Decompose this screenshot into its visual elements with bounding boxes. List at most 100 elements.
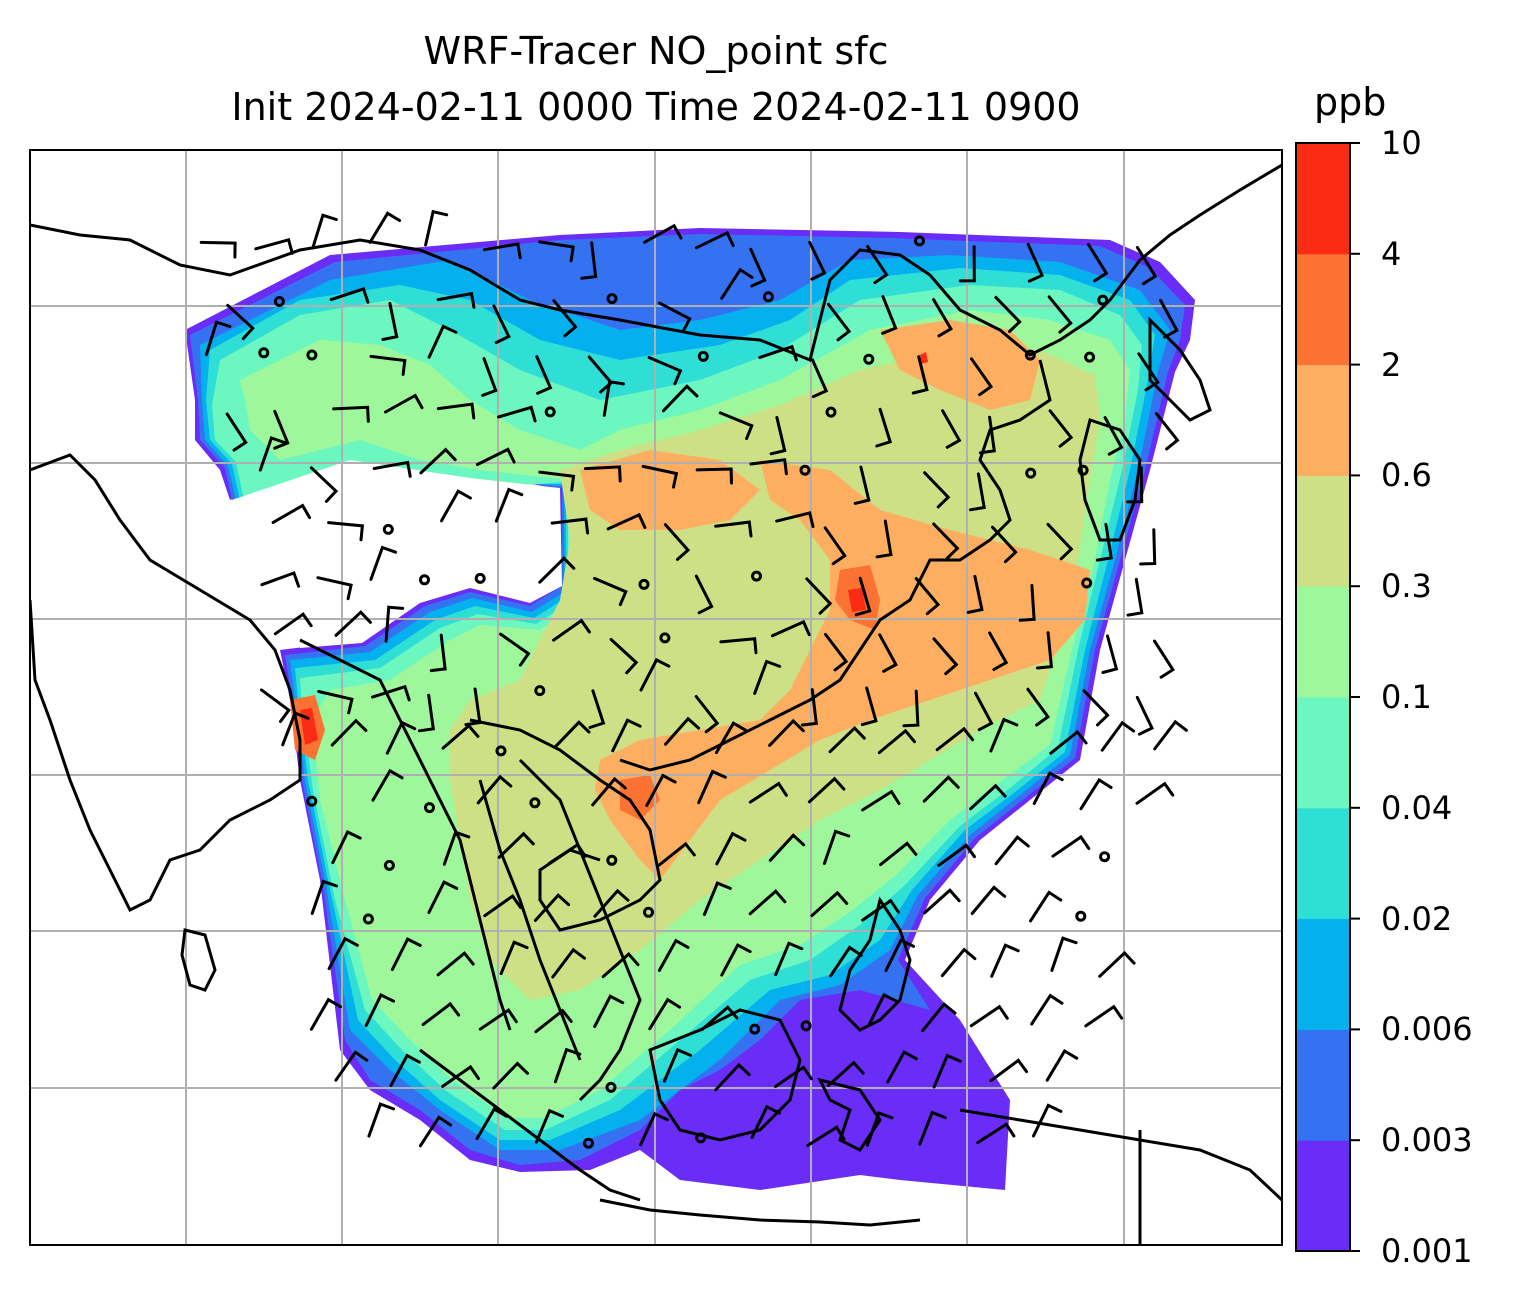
wind-barb xyxy=(720,943,752,977)
wind-barb xyxy=(695,467,733,485)
wind-barb xyxy=(1153,719,1188,751)
wind-barb xyxy=(606,512,647,531)
calm-wind-marker xyxy=(495,745,507,757)
colorbar-band xyxy=(1296,1140,1350,1252)
wind-barb xyxy=(884,938,916,973)
wind-barb xyxy=(753,659,782,695)
wind-barb xyxy=(808,240,827,281)
wind-barb xyxy=(611,718,642,753)
wind-barb xyxy=(974,691,994,732)
wind-barb xyxy=(828,725,866,754)
wind-barb xyxy=(588,689,606,729)
wind-barb xyxy=(260,688,291,723)
coastline-china-north xyxy=(30,163,1282,363)
wind-barb xyxy=(1135,695,1154,736)
wind-barb xyxy=(1018,584,1036,622)
wind-barb xyxy=(381,301,399,341)
wind-barb xyxy=(332,405,370,423)
wind-barb xyxy=(749,458,788,476)
wind-barb xyxy=(774,941,804,977)
calm-wind-marker xyxy=(605,1081,617,1093)
wind-barb xyxy=(989,717,1019,753)
wind-barb xyxy=(389,1053,421,1087)
wind-barb xyxy=(1032,1103,1063,1138)
wind-barb xyxy=(694,574,714,615)
wind-barb xyxy=(369,354,407,376)
wind-barb xyxy=(990,943,1020,978)
wind-barb xyxy=(932,637,959,676)
wind-barb xyxy=(991,525,1018,564)
wind-barb xyxy=(988,631,1009,671)
wind-barb xyxy=(551,947,586,979)
wind-barb xyxy=(923,888,961,915)
wind-barb xyxy=(807,776,846,804)
calm-wind-marker xyxy=(273,296,285,307)
colorbar-tick-label: 0.04 xyxy=(1381,788,1453,827)
wind-barb xyxy=(553,1047,582,1084)
wind-barb xyxy=(1137,352,1160,392)
wind-barb xyxy=(497,405,537,423)
wind-barb xyxy=(273,612,313,636)
map-frame xyxy=(29,149,1283,1246)
wind-barb xyxy=(281,711,310,747)
wind-barb xyxy=(822,829,851,865)
wind-barb xyxy=(1079,777,1113,811)
calm-wind-marker xyxy=(383,859,395,871)
wind-barb xyxy=(970,885,1007,915)
wind-barb xyxy=(593,994,625,1028)
calm-wind-marker xyxy=(606,293,618,305)
wind-barb xyxy=(584,465,622,483)
wind-barb xyxy=(922,775,960,803)
wind-barb xyxy=(867,992,899,1027)
wind-barb xyxy=(309,997,342,1031)
wind-barb xyxy=(875,519,893,559)
wind-barb xyxy=(601,951,640,979)
wind-barb xyxy=(941,409,962,449)
wind-barb xyxy=(932,1053,962,1089)
colorbar-tick-label: 0.1 xyxy=(1381,678,1432,716)
wind-barb xyxy=(1026,242,1045,283)
wind-barb xyxy=(534,1008,573,1034)
wind-barb xyxy=(641,464,679,489)
wind-barb xyxy=(482,242,522,260)
colorbar-tick-label: 0.3 xyxy=(1381,567,1432,606)
wind-barb xyxy=(881,295,898,335)
wind-barb xyxy=(330,718,368,747)
wind-barb xyxy=(714,520,753,538)
wind-barb xyxy=(492,1061,529,1090)
wind-barb xyxy=(978,415,996,455)
wind-barb xyxy=(226,303,255,341)
calm-wind-marker xyxy=(606,854,618,866)
gridlines xyxy=(30,150,1282,1245)
wind-barb xyxy=(1153,639,1175,679)
calm-wind-marker xyxy=(1077,464,1089,476)
wind-barb xyxy=(923,471,951,509)
wind-barb xyxy=(311,213,338,250)
wind-barb xyxy=(442,830,471,866)
wind-barb xyxy=(823,526,847,566)
wind-barb xyxy=(1051,834,1091,858)
wind-barb xyxy=(643,223,683,244)
wind-barb xyxy=(390,937,422,971)
wind-barb xyxy=(593,576,628,607)
wind-barb xyxy=(969,1004,1009,1028)
calm-wind-marker xyxy=(306,349,318,361)
calm-wind-marker xyxy=(863,353,875,365)
wind-barb xyxy=(854,576,872,617)
wind-barb xyxy=(1030,993,1064,1026)
wind-barb xyxy=(427,880,459,914)
calm-wind-marker xyxy=(825,406,837,418)
wind-barb xyxy=(720,267,754,300)
wind-barb xyxy=(464,687,482,727)
wind-barb xyxy=(1126,466,1144,504)
calm-wind-marker xyxy=(800,1020,812,1032)
calm-wind-marker xyxy=(799,464,811,476)
wind-barb xyxy=(1135,245,1158,286)
wind-barb xyxy=(718,411,754,441)
wind-barb xyxy=(534,1108,564,1144)
wind-barb xyxy=(1050,936,1078,972)
wind-barb xyxy=(550,517,590,535)
wind-barb xyxy=(811,358,829,399)
wind-barb xyxy=(921,1002,957,1033)
